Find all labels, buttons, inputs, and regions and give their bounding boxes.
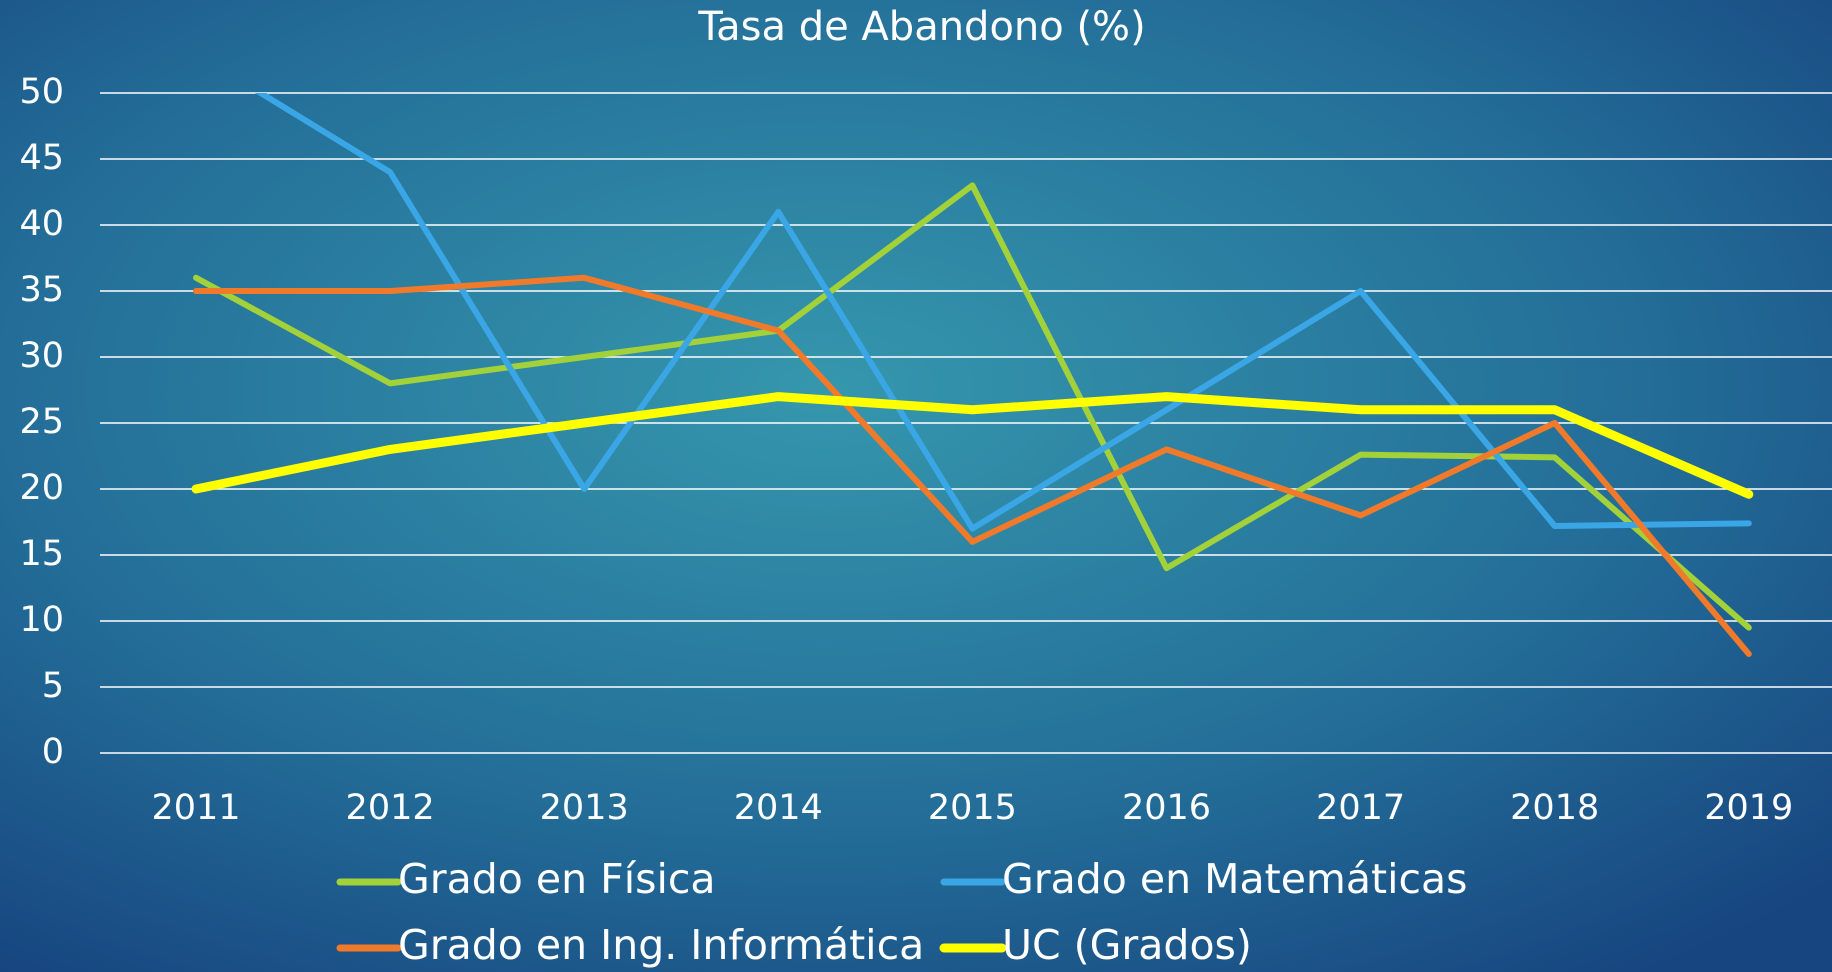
- x-tick-label: 2012: [346, 788, 435, 828]
- y-tick-label: 30: [19, 336, 64, 376]
- legend-label: Grado en Ing. Informática: [398, 921, 924, 969]
- y-tick-label: 50: [19, 72, 64, 112]
- y-tick-label: 25: [19, 402, 64, 442]
- y-tick-label: 45: [19, 138, 64, 178]
- x-tick-label: 2013: [540, 788, 629, 828]
- x-tick-label: 2018: [1510, 788, 1599, 828]
- y-tick-label: 10: [19, 600, 64, 640]
- series-line: [193, 274, 1752, 657]
- legend-label: Grado en Física: [398, 855, 716, 903]
- y-tick-label: 20: [19, 468, 64, 508]
- y-tick-label: 0: [42, 732, 64, 772]
- labels: 0 5 10 15 20 25 30 35 40 45 50 2011 2012 2013 2014 2015…: [19, 72, 1793, 969]
- series-line: [254, 93, 1752, 532]
- y-tick-label: 5: [42, 666, 64, 706]
- x-tick-label: 2017: [1316, 788, 1405, 828]
- plot-lines: [191, 93, 1754, 657]
- x-tick-label: 2014: [734, 788, 823, 828]
- x-tick-label: 2011: [151, 788, 240, 828]
- x-tick-label: 2016: [1122, 788, 1211, 828]
- series-line: [191, 392, 1754, 499]
- legend-label: UC (Grados): [1002, 921, 1252, 969]
- y-tick-label: 35: [19, 270, 64, 310]
- y-tick-label: 40: [19, 204, 64, 244]
- y-tick-label: 15: [19, 534, 64, 574]
- x-tick-label: 2015: [928, 788, 1017, 828]
- x-tick-label: 2019: [1704, 788, 1793, 828]
- chart-title: Tasa de Abandono (%): [697, 4, 1145, 50]
- legend-label: Grado en Matemáticas: [1002, 855, 1468, 903]
